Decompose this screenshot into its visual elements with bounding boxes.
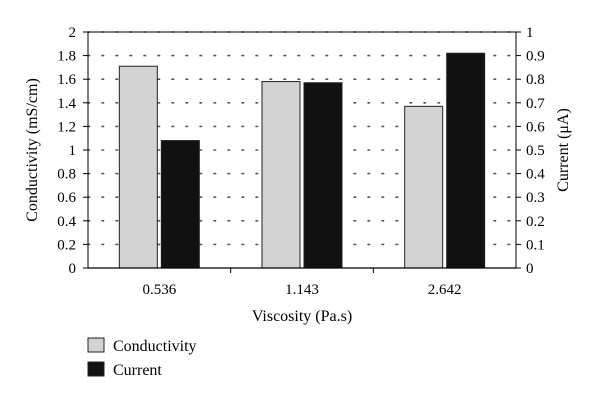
right-tick-label: 0.3 [526, 190, 545, 206]
right-tick-label: 0.5 [526, 143, 545, 159]
left-tick-label: 1.2 [57, 119, 76, 135]
left-tick-label: 2 [69, 25, 77, 41]
left-tick-label: 1 [69, 143, 77, 159]
left-tick-label: 1.6 [57, 72, 76, 88]
left-tick-label: 1.8 [57, 49, 76, 65]
left-tick-label: 1.4 [57, 96, 76, 112]
right-tick-label: 0.8 [526, 72, 545, 88]
bar-current [160, 140, 200, 269]
right-tick-label: 0.7 [526, 96, 545, 112]
legend-swatch-current [87, 361, 105, 377]
left-tick-label: 0.6 [57, 190, 76, 206]
right-tick-label: 0 [526, 261, 534, 277]
right-tick-label: 0.9 [526, 49, 545, 65]
x-tick-label: 2.642 [428, 282, 462, 298]
x-axis-title: Viscosity (Pa.s) [252, 308, 352, 325]
left-axis-title: Conductivity (mS/cm) [24, 78, 41, 222]
bar-conductivity [261, 81, 301, 269]
left-tick-label: 0.8 [57, 167, 76, 183]
x-tick-label: 0.536 [142, 282, 176, 298]
x-tick-label: 1.143 [285, 282, 319, 298]
legend-swatch-conductivity [87, 337, 105, 353]
right-tick-label: 1 [526, 25, 534, 41]
right-tick-label: 0.4 [526, 167, 545, 183]
bar-current [303, 82, 343, 269]
left-tick-label: 0.4 [57, 214, 76, 230]
left-tick-label: 0.2 [57, 237, 76, 253]
left-tick-label: 0 [69, 261, 77, 277]
right-axis-title: Current (μA) [555, 108, 572, 192]
bar-conductivity [118, 65, 158, 269]
legend-label: Current [113, 362, 162, 379]
bar-current [446, 52, 486, 269]
bar-conductivity [404, 105, 444, 269]
legend-label: Conductivity [113, 338, 197, 355]
right-tick-label: 0.2 [526, 214, 545, 230]
right-tick-label: 0.1 [526, 237, 545, 253]
right-tick-label: 0.6 [526, 119, 545, 135]
